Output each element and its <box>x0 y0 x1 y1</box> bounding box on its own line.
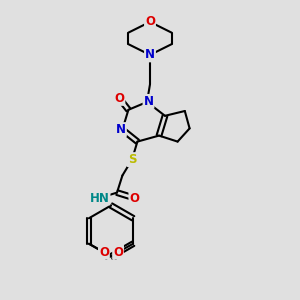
Text: N: N <box>145 48 155 62</box>
Text: HN: HN <box>90 191 110 205</box>
Text: S: S <box>128 153 136 166</box>
Text: O: O <box>99 246 109 259</box>
Text: O: O <box>145 15 155 28</box>
Text: N: N <box>143 95 154 108</box>
Text: O: O <box>114 92 124 105</box>
Text: O: O <box>129 191 140 205</box>
Text: N: N <box>116 123 126 136</box>
Text: O: O <box>113 246 123 259</box>
